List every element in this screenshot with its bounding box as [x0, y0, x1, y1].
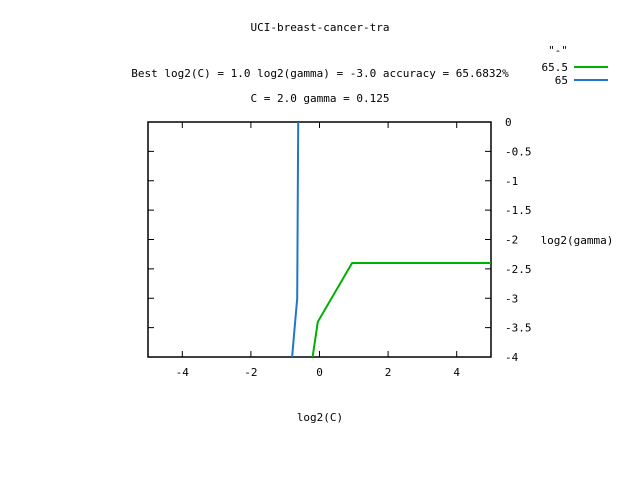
y-axis-label: log2(gamma) — [541, 234, 614, 247]
series-line-65 — [291, 121, 300, 358]
legend-label: 65.5 — [542, 61, 569, 74]
y-tick-label: 0 — [505, 116, 512, 129]
y-tick-label: -0.5 — [505, 145, 532, 158]
chart-subtitle-best-params: Best log2(C) = 1.0 log2(gamma) = -3.0 ac… — [131, 67, 509, 80]
y-tick-label: -2.5 — [505, 263, 532, 276]
series-line-65-5 — [311, 262, 491, 358]
axes: -4 -2 0 2 4 0 -0.5 -1 -1.5 -2 -2.5 -3 -3.5 -4 — [147, 116, 532, 379]
x-tick-label: 0 — [316, 366, 323, 379]
series-lines — [291, 121, 491, 358]
x-tick-label: -2 — [244, 366, 257, 379]
legend: 65.565 — [542, 61, 608, 87]
y-tick-label: -2 — [505, 234, 518, 247]
x-tick-label: 2 — [385, 366, 392, 379]
x-tick-label: -4 — [176, 366, 190, 379]
x-axis-label: log2(C) — [297, 411, 343, 424]
y-tick-label: -4 — [505, 351, 519, 364]
legend-title: "-" — [548, 44, 568, 57]
y-tick-label: -3.5 — [505, 322, 532, 335]
y-tick-label: -1 — [505, 175, 518, 188]
y-tick-label: -3 — [505, 292, 518, 305]
chart-title: UCI-breast-cancer-tra — [250, 21, 389, 34]
y-tick-label: -1.5 — [505, 204, 532, 217]
plot-frame — [147, 121, 492, 358]
legend-label: 65 — [555, 74, 568, 87]
x-tick-label: 4 — [453, 366, 460, 379]
chart-subtitle-c-gamma: C = 2.0 gamma = 0.125 — [250, 92, 389, 105]
